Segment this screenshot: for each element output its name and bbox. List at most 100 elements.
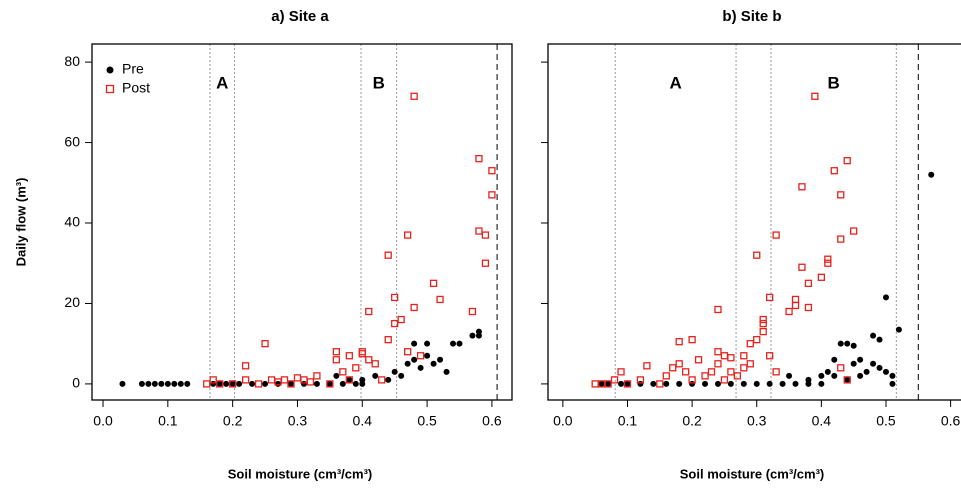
point	[895, 326, 902, 333]
point	[837, 340, 844, 347]
point	[857, 356, 864, 363]
point	[876, 336, 883, 343]
x-tick-label: 0.1	[158, 413, 178, 429]
point	[345, 376, 353, 384]
x-tick-label: 0.6	[482, 413, 502, 429]
point	[740, 364, 748, 372]
point	[352, 364, 360, 372]
point	[663, 380, 670, 387]
point	[804, 279, 813, 287]
point	[746, 340, 754, 348]
region-label: B	[828, 73, 840, 92]
point	[216, 380, 223, 387]
point	[236, 380, 243, 387]
point	[804, 303, 813, 312]
point	[714, 305, 722, 314]
point	[850, 360, 857, 367]
point	[475, 227, 483, 235]
point	[811, 92, 819, 100]
point	[707, 368, 716, 376]
point	[753, 380, 760, 387]
y-tick-label: 20	[64, 294, 80, 310]
point	[786, 372, 793, 379]
point	[830, 167, 838, 175]
point	[746, 360, 754, 368]
point	[384, 251, 392, 259]
y-tick-label: 40	[64, 214, 80, 230]
point	[772, 231, 780, 239]
point	[280, 376, 289, 384]
point	[623, 380, 632, 388]
point	[468, 307, 477, 316]
point	[740, 352, 748, 360]
point	[591, 380, 599, 388]
point	[694, 356, 703, 364]
point	[481, 231, 490, 239]
panel-title: a) Site a	[271, 8, 329, 25]
point	[876, 364, 883, 371]
point	[371, 360, 379, 368]
point	[844, 376, 851, 383]
point	[404, 360, 411, 367]
point	[863, 368, 870, 375]
x-tick-label: 0.1	[618, 413, 638, 429]
point	[727, 380, 734, 387]
point	[850, 227, 858, 235]
point	[843, 157, 851, 165]
point	[779, 380, 786, 387]
point	[759, 319, 767, 328]
point	[300, 380, 307, 387]
point	[837, 364, 845, 372]
point	[605, 380, 612, 387]
point	[391, 293, 399, 302]
point	[753, 251, 761, 259]
point	[436, 295, 444, 304]
point	[326, 380, 334, 388]
x-tick-label: 0.0	[93, 413, 113, 429]
point	[656, 380, 664, 388]
legend-marker	[105, 84, 115, 94]
y-tick-label: 60	[64, 133, 80, 149]
x-tick-label: 0.4	[353, 413, 373, 429]
point	[249, 380, 256, 387]
point	[475, 154, 483, 163]
point	[688, 376, 696, 384]
point	[339, 380, 346, 387]
point	[443, 368, 450, 375]
point	[618, 380, 625, 387]
point	[727, 368, 735, 376]
point	[798, 263, 806, 271]
point	[391, 368, 398, 375]
point	[843, 376, 851, 384]
point	[714, 360, 722, 368]
point	[598, 380, 605, 387]
x-tick-label: 0.2	[223, 413, 243, 429]
point	[287, 380, 295, 388]
point	[772, 368, 780, 376]
point	[604, 380, 612, 388]
point	[339, 368, 347, 376]
point	[411, 340, 418, 347]
point	[385, 376, 392, 383]
legend-marker	[106, 66, 114, 74]
point	[662, 372, 670, 380]
point	[637, 380, 644, 387]
legend-label: Pre	[122, 61, 144, 77]
point	[365, 307, 373, 316]
point	[481, 259, 490, 267]
point	[701, 372, 709, 380]
point	[785, 307, 793, 316]
point	[216, 380, 224, 388]
plot-frame	[547, 43, 961, 401]
point	[223, 380, 230, 387]
point	[824, 255, 832, 263]
x-tick-label: 0.5	[417, 413, 437, 429]
point	[610, 376, 619, 384]
point	[293, 374, 302, 382]
point	[636, 376, 645, 384]
point	[759, 327, 767, 336]
point	[682, 368, 690, 376]
point	[378, 376, 386, 384]
point	[241, 376, 250, 384]
